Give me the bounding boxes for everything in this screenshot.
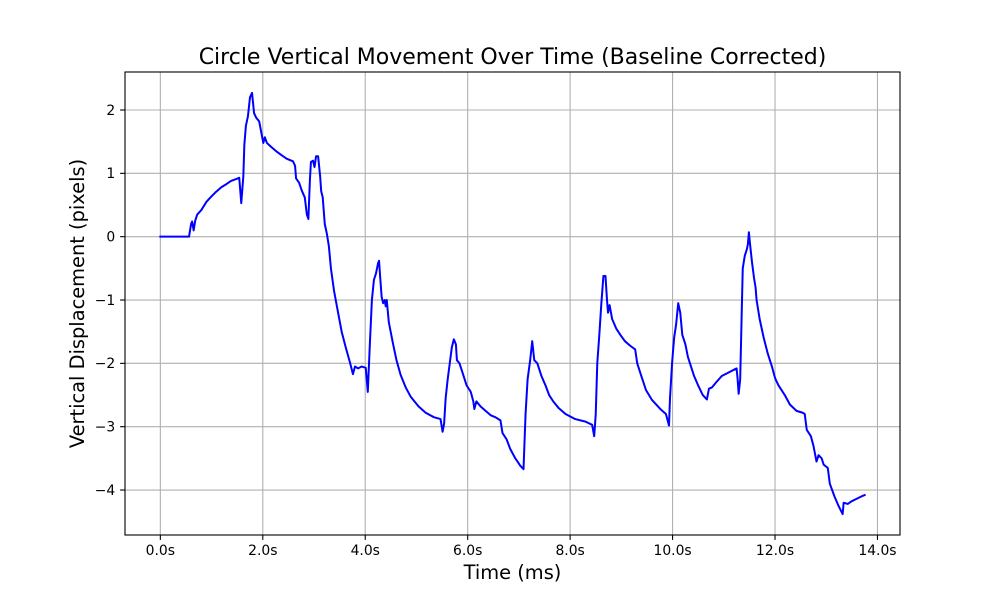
x-tick-label: 8.0s [555,543,584,559]
y-tick-label: −2 [95,356,115,372]
x-axis-label: Time (ms) [463,561,562,584]
x-tick-label: 12.0s [756,543,794,559]
y-tick-label: 0 [106,230,115,246]
chart-title: Circle Vertical Movement Over Time (Base… [199,45,827,70]
y-tick-label: −4 [95,483,116,499]
x-tick-label: 4.0s [351,543,380,559]
y-tick-label: −1 [95,293,115,309]
x-tick-label: 14.0s [858,543,896,559]
y-tick-label: 2 [106,103,115,119]
y-tick-label: 1 [106,166,115,182]
x-tick-label: 0.0s [146,543,175,559]
y-axis-label: Vertical Displacement (pixels) [66,159,89,448]
y-tick-label: −3 [95,420,115,436]
x-tick-label: 2.0s [248,543,277,559]
axes-background [125,72,900,535]
plot-area [159,91,866,516]
series-line [159,91,866,516]
x-tick-label: 10.0s [653,543,691,559]
axes-frame [124,71,901,536]
x-tick-label: 6.0s [453,543,482,559]
axis-ticks: 0.0s 2.0s 4.0s 6.0s 8.0s 10.0s 12.0s 14.0s 2 1 0 −1… [95,103,897,559]
